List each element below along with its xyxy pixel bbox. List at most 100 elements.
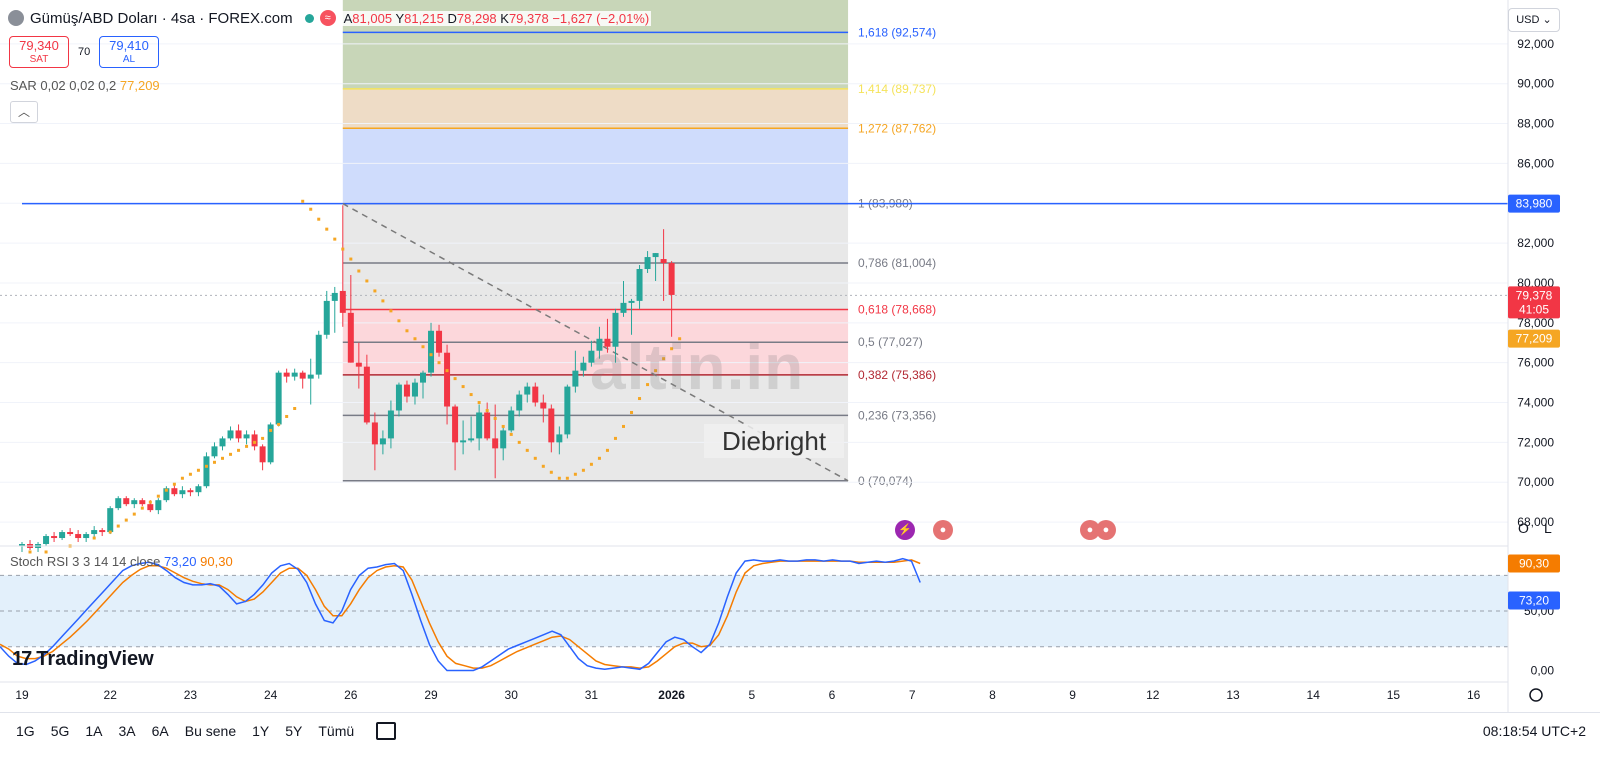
- sar-dot: [509, 432, 513, 436]
- candle-body: [452, 406, 459, 443]
- fib-level-label: 0,786 (81,004): [858, 256, 936, 270]
- sar-dot: [269, 428, 273, 432]
- candle-body: [99, 530, 106, 533]
- fib-level-label: 0,618 (78,668): [858, 303, 936, 317]
- candle-body: [307, 374, 314, 379]
- candle-body: [227, 430, 234, 439]
- sar-dot: [589, 462, 593, 466]
- calendar-range-icon[interactable]: [376, 722, 397, 740]
- candle-body: [604, 338, 611, 347]
- stoch-rsi-legend[interactable]: Stoch RSI 3 3 14 14 close 73,20 90,30: [10, 554, 233, 569]
- sar-dot: [493, 416, 497, 420]
- us-event-flag-icon[interactable]: ●: [1096, 520, 1116, 540]
- fib-level-label: 0,236 (73,356): [858, 408, 936, 422]
- currency-selector[interactable]: USD ⌄: [1508, 8, 1560, 32]
- sar-dot: [565, 476, 569, 480]
- scale-button-o[interactable]: O: [1518, 520, 1529, 536]
- tradingview-logo[interactable]: 17 TradingView: [12, 648, 154, 671]
- candle-body: [363, 366, 370, 423]
- approx-badge[interactable]: ≈: [319, 10, 336, 26]
- timeframe-6m[interactable]: 6A: [151, 723, 169, 739]
- chart-canvas[interactable]: 0 (70,074) 0,236 (73,356) 0,382 (75,386) 0,…: [0, 0, 1600, 712]
- candle-body: [572, 370, 579, 387]
- candle-body: [516, 394, 523, 411]
- candle-body: [636, 269, 643, 301]
- fib-zone: [342, 374, 849, 416]
- scale-button-l[interactable]: L: [1544, 520, 1552, 536]
- sar-dot: [341, 247, 345, 251]
- fib-level-label: 0 (70,074): [858, 474, 913, 488]
- sar-dot: [301, 199, 305, 203]
- sar-dot: [638, 397, 642, 401]
- price-tag: [1508, 286, 1560, 319]
- candle-body: [139, 500, 146, 505]
- timeframe-ytd[interactable]: Bu sene: [184, 723, 237, 739]
- candle-body: [315, 334, 322, 375]
- y-tick-label: 86,000: [1517, 156, 1554, 170]
- sar-dot: [221, 456, 224, 460]
- candle-body: [403, 384, 410, 397]
- sar-dot: [678, 337, 682, 341]
- y-tick-label: 78,000: [1517, 316, 1554, 330]
- x-tick-label: 9: [1069, 688, 1076, 702]
- bottom-toolbar: 1G 5G 1A 3A 6A Bu sene 1Y 5Y Tümü 08:18:…: [0, 712, 1600, 749]
- timeframe-all[interactable]: Tümü: [318, 723, 355, 739]
- candle-body: [492, 438, 499, 449]
- timeframe-1y[interactable]: 1Y: [252, 723, 270, 739]
- price-tag-text: 77,209: [1516, 332, 1553, 346]
- buy-label: AL: [122, 54, 136, 65]
- x-tick-label: 6: [829, 688, 836, 702]
- candle-body: [668, 263, 675, 295]
- sell-button[interactable]: 79,340 SAT: [9, 36, 69, 68]
- sar-dot: [277, 422, 281, 426]
- candle-body: [211, 446, 218, 457]
- x-tick-label: 29: [424, 688, 438, 702]
- candle-body: [259, 446, 266, 463]
- candle-body: [371, 422, 378, 445]
- candle-body: [187, 490, 194, 493]
- level-price-tag-text: 83,980: [1516, 197, 1553, 211]
- candle-body: [444, 352, 451, 407]
- us-event-flag-icon[interactable]: ●: [933, 520, 953, 540]
- sar-dot: [501, 424, 505, 428]
- sar-dot: [525, 448, 529, 452]
- collapse-legend-button[interactable]: ︿: [10, 101, 38, 123]
- us-event-flag-icon[interactable]: ●: [1080, 520, 1100, 540]
- x-tick-label: 22: [104, 688, 118, 702]
- sar-dot: [229, 452, 233, 456]
- sar-dot: [573, 472, 577, 476]
- sar-dot: [180, 476, 184, 480]
- symbol-title[interactable]: Gümüş/ABD Doları · 4sa · FOREX.com: [30, 9, 293, 27]
- y-tick-label: 82,000: [1517, 236, 1554, 250]
- sar-dot: [622, 424, 625, 428]
- candle-body: [428, 330, 435, 373]
- candle-body: [235, 430, 242, 439]
- sar-legend[interactable]: SAR 0,02 0,02 0,2 77,209: [10, 78, 160, 93]
- y-tick-label: 70,000: [1517, 475, 1554, 489]
- event-flash-icon[interactable]: ⚡: [895, 520, 915, 540]
- timeframe-5d[interactable]: 5G: [50, 723, 70, 739]
- buy-button[interactable]: 79,410 AL: [99, 36, 159, 68]
- time-axis: 19 22 23 24 26 29 30 31 2026 5 6 7 8 9 12 13 14 15 16: [0, 681, 1543, 702]
- timeframe-3m[interactable]: 3A: [118, 723, 136, 739]
- candle-body: [83, 534, 90, 539]
- candle-body: [291, 372, 298, 377]
- candle-body: [652, 253, 659, 258]
- candle-body: [75, 534, 82, 539]
- timeframe-1d[interactable]: 1G: [16, 723, 35, 739]
- level-price-tag: [1508, 194, 1560, 213]
- price-tag: [1508, 329, 1560, 348]
- utc-clock[interactable]: 08:18:54 UTC+2: [1482, 723, 1586, 739]
- timeframe-5y[interactable]: 5Y: [285, 723, 303, 739]
- x-tick-label: 19: [15, 688, 29, 702]
- candle-body: [644, 257, 651, 270]
- sar-dot: [285, 414, 289, 418]
- timeframe-1m[interactable]: 1A: [85, 723, 103, 739]
- sar-dot: [164, 488, 168, 492]
- x-tick-label: 14: [1307, 688, 1321, 702]
- symbol-legend[interactable]: Gümüş/ABD Doları · 4sa · FOREX.com ≈ A81…: [8, 6, 652, 30]
- candle-body: [339, 290, 346, 313]
- fib-level-label: 0,382 (75,386): [858, 368, 936, 382]
- sar-dot: [597, 456, 601, 460]
- x-tick-label: 31: [585, 688, 599, 702]
